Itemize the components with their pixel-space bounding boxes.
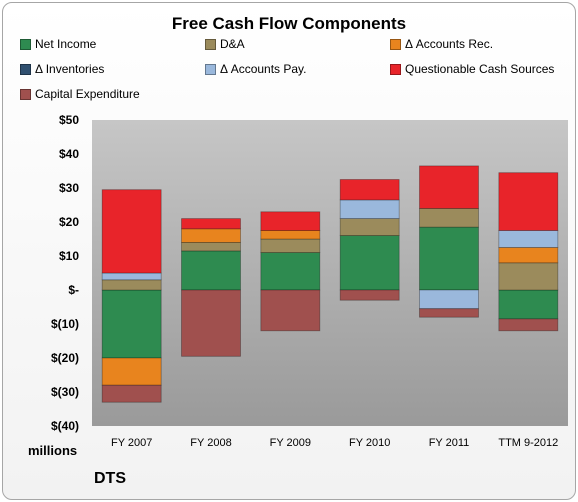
legend-swatch <box>20 88 31 100</box>
legend-item-accounts-rec: Δ Accounts Rec. <box>390 37 493 51</box>
legend-label: Δ Inventories <box>35 62 105 76</box>
bar-net-income-ttm-9-2012 <box>498 289 559 320</box>
bar-accounts-pay-ttm-9-2012 <box>498 230 559 248</box>
bar-capital-expenditure-fy-2008 <box>181 289 241 357</box>
bar-accounts-pay-fy-2011 <box>419 289 479 310</box>
units-label: millions <box>28 443 78 458</box>
legend-item-questionable-cash-sources: Questionable Cash Sources <box>390 62 554 76</box>
y-tick-label: $(10) <box>51 317 79 331</box>
legend-label: Δ Accounts Pay. <box>220 62 307 76</box>
bar-questionable-cash-sources-fy-2011 <box>419 165 479 209</box>
bar-d-a-fy-2007 <box>101 279 162 291</box>
y-tick-label: $20 <box>59 215 79 229</box>
legend-item-d-a: D&A <box>205 37 245 51</box>
y-tick-label: $- <box>68 283 79 297</box>
y-tick-label: $40 <box>59 147 79 161</box>
y-tick-label: $(20) <box>51 351 79 365</box>
bar-net-income-fy-2010 <box>339 235 400 291</box>
bar-accounts-rec-ttm-9-2012 <box>498 247 559 264</box>
y-tick-label: $30 <box>59 181 79 195</box>
bar-accounts-rec-fy-2007 <box>101 357 162 386</box>
legend-label: Δ Accounts Rec. <box>405 37 494 51</box>
bar-net-income-fy-2007 <box>101 289 162 359</box>
bar-d-a-fy-2010 <box>339 218 400 237</box>
legend-label: Questionable Cash Sources <box>405 62 555 76</box>
legend-item-accounts-pay: Δ Accounts Pay. <box>205 62 307 76</box>
chart-title: Free Cash Flow Components <box>171 14 407 33</box>
legend-item-capital-expenditure: Capital Expenditure <box>20 87 140 101</box>
legend-swatch <box>205 38 216 50</box>
x-tick-label: TTM 9-2012 <box>498 437 558 449</box>
bar-accounts-pay-fy-2010 <box>339 199 400 219</box>
bar-net-income-fy-2008 <box>181 250 241 291</box>
legend-label: Capital Expenditure <box>35 87 140 101</box>
x-tick-label: FY 2011 <box>429 437 470 449</box>
bar-capital-expenditure-ttm-9-2012 <box>498 318 559 332</box>
bar-net-income-fy-2009 <box>260 252 321 291</box>
bar-capital-expenditure-fy-2010 <box>339 289 400 301</box>
bar-accounts-pay-fy-2007 <box>101 272 162 281</box>
plot-area <box>92 120 568 426</box>
x-tick-label: FY 2009 <box>270 437 311 449</box>
bar-capital-expenditure-fy-2011 <box>419 308 479 318</box>
legend-label: D&A <box>220 37 245 51</box>
bar-questionable-cash-sources-fy-2007 <box>101 189 162 274</box>
bar-questionable-cash-sources-fy-2008 <box>181 218 241 230</box>
legend-swatch <box>390 38 401 50</box>
y-tick-label: $(30) <box>51 385 79 399</box>
y-tick-label: $50 <box>59 113 79 127</box>
bar-questionable-cash-sources-fy-2009 <box>260 211 321 231</box>
bar-d-a-ttm-9-2012 <box>498 262 559 291</box>
x-tick-label: FY 2007 <box>111 437 152 449</box>
legend-swatch <box>20 63 31 75</box>
bar-d-a-fy-2009 <box>260 238 321 253</box>
x-tick-label: FY 2008 <box>190 437 231 449</box>
y-tick-label: $10 <box>59 249 79 263</box>
x-tick-label: FY 2010 <box>349 437 390 449</box>
company-label: DTS <box>94 470 126 487</box>
bar-d-a-fy-2008 <box>181 241 241 252</box>
legend-swatch <box>20 38 31 50</box>
bar-questionable-cash-sources-ttm-9-2012 <box>498 172 559 231</box>
legend-swatch <box>205 63 216 75</box>
y-tick-label: $(40) <box>51 419 79 433</box>
bar-capital-expenditure-fy-2009 <box>260 289 321 332</box>
bar-d-a-fy-2011 <box>419 207 479 228</box>
legend-item-inventories: Δ Inventories <box>20 62 104 76</box>
bar-capital-expenditure-fy-2007 <box>101 384 162 403</box>
bar-accounts-rec-fy-2009 <box>260 230 321 240</box>
legend-item-net-income: Net Income <box>20 37 96 51</box>
legend-swatch <box>390 63 401 75</box>
bar-questionable-cash-sources-fy-2010 <box>339 179 400 201</box>
bar-accounts-rec-fy-2008 <box>181 228 241 243</box>
legend-label: Net Income <box>35 37 97 51</box>
bar-net-income-fy-2011 <box>419 226 479 291</box>
